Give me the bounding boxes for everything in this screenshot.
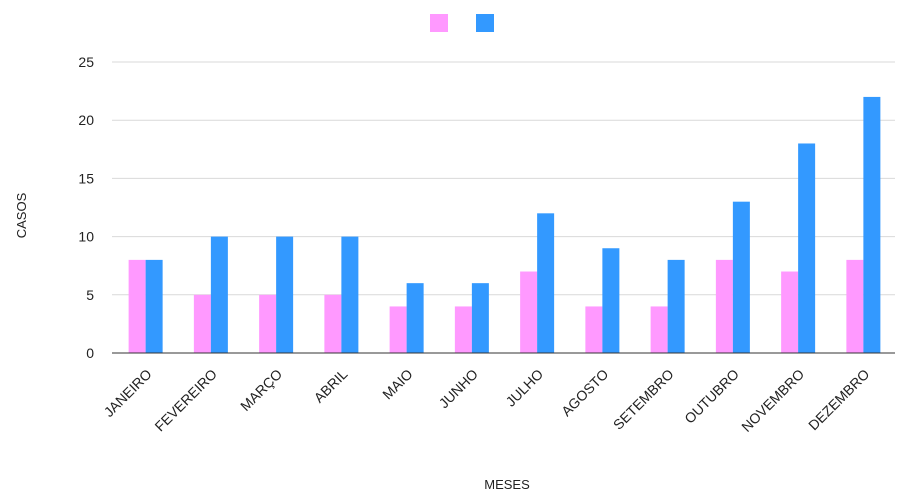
bar-series-1-abril[interactable] <box>324 294 342 353</box>
bar-series-1-setembro[interactable] <box>650 306 668 353</box>
bar-series-2-abril[interactable] <box>341 236 359 353</box>
x-axis-title: MESES <box>484 477 530 492</box>
bar-series-2-janeiro[interactable] <box>145 259 163 353</box>
legend-swatch-series-2 <box>476 14 494 32</box>
bar-series-1-julho[interactable] <box>520 271 538 353</box>
gridlines <box>112 61 895 296</box>
bar-series-2-junho[interactable] <box>471 283 489 353</box>
bar-series-1-outubro[interactable] <box>715 259 733 353</box>
bar-series-1-maio[interactable] <box>389 306 407 353</box>
bar-series-2-agosto[interactable] <box>602 248 620 353</box>
y-tick-label: 0 <box>86 345 94 361</box>
bar-series-1-agosto[interactable] <box>585 306 603 353</box>
y-tick-label: 5 <box>86 287 94 303</box>
bar-series-2-março[interactable] <box>276 236 294 353</box>
x-tick-label: FEVEREIRO <box>151 366 220 435</box>
y-axis-title: CASOS <box>14 192 29 238</box>
x-tick-label: ABRIL <box>311 366 351 406</box>
bar-series-2-julho[interactable] <box>537 213 555 353</box>
bar-series-1-novembro[interactable] <box>781 271 799 353</box>
x-tick-label: JULHO <box>502 366 546 410</box>
y-tick-label: 10 <box>78 229 94 245</box>
bar-series-1-janeiro[interactable] <box>128 259 146 353</box>
x-tick-label: MAIO <box>379 366 416 403</box>
x-tick-label: JUNHO <box>436 366 481 411</box>
legend-swatch-series-1 <box>430 14 448 32</box>
y-tick-label: 25 <box>78 54 94 70</box>
x-tick-label: JANEIRO <box>101 366 155 420</box>
bars <box>128 96 881 354</box>
bar-series-2-fevereiro[interactable] <box>210 236 228 353</box>
x-tick-label: NOVEMBRO <box>738 366 807 435</box>
y-axis-ticks: 0 5 10 15 20 25 <box>78 54 94 361</box>
bar-series-2-outubro[interactable] <box>732 201 750 353</box>
bar-series-1-março[interactable] <box>259 294 277 353</box>
bar-series-1-fevereiro[interactable] <box>193 294 211 353</box>
bar-series-1-junho[interactable] <box>454 306 472 353</box>
bar-series-2-maio[interactable] <box>406 283 424 353</box>
bar-series-1-dezembro[interactable] <box>846 259 864 353</box>
y-tick-label: 15 <box>78 170 94 186</box>
legend <box>430 14 494 32</box>
x-tick-label: AGOSTO <box>558 366 612 420</box>
x-tick-label: OUTUBRO <box>681 366 742 427</box>
x-tick-label: DEZEMBRO <box>805 366 872 433</box>
y-tick-label: 20 <box>78 112 94 128</box>
bar-series-2-dezembro[interactable] <box>863 96 881 354</box>
bar-series-2-novembro[interactable] <box>798 143 816 353</box>
x-tick-label: SETEMBRO <box>610 366 677 433</box>
bar-series-2-setembro[interactable] <box>667 259 685 353</box>
x-tick-label: MARÇO <box>237 366 285 414</box>
